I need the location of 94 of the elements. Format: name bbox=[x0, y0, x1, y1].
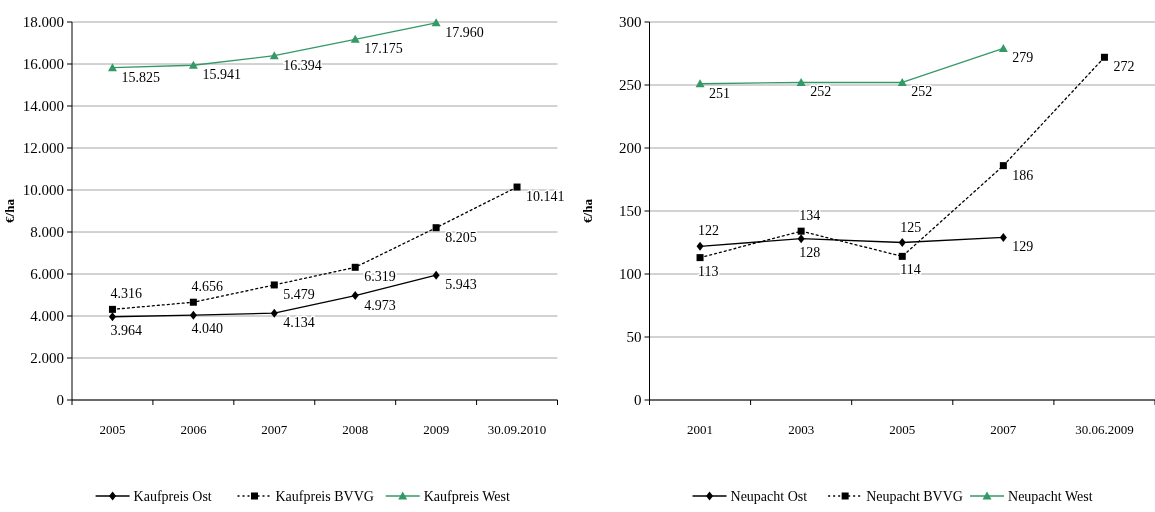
x-tick-label: 2007 bbox=[261, 422, 288, 437]
data-label: 5.479 bbox=[283, 286, 315, 302]
data-label: 122 bbox=[698, 223, 720, 239]
point bbox=[432, 224, 440, 232]
y-tick-label: 150 bbox=[619, 203, 642, 220]
point bbox=[898, 252, 906, 260]
data-label: 17.960 bbox=[445, 24, 484, 40]
point bbox=[270, 308, 278, 318]
point bbox=[189, 310, 197, 320]
data-label: 125 bbox=[900, 219, 922, 235]
point bbox=[189, 298, 197, 306]
data-label: 15.941 bbox=[202, 67, 241, 83]
point bbox=[796, 77, 806, 86]
data-label: 4.134 bbox=[283, 315, 315, 331]
data-label: 3.964 bbox=[110, 322, 142, 338]
y-tick-label: 6.000 bbox=[30, 266, 64, 283]
point bbox=[1100, 53, 1108, 61]
point bbox=[108, 312, 116, 322]
x-tick-label: 2007 bbox=[990, 422, 1017, 437]
y-tick-label: 200 bbox=[619, 140, 642, 157]
point bbox=[797, 227, 805, 235]
data-label: 6.319 bbox=[364, 269, 396, 285]
x-tick-label: 2005 bbox=[99, 422, 126, 437]
y-tick-label: 300 bbox=[619, 14, 642, 31]
data-label: 251 bbox=[709, 85, 731, 101]
y-axis-title: €/ha bbox=[2, 198, 17, 223]
x-tick-label: 2006 bbox=[180, 422, 207, 437]
y-tick-label: 0 bbox=[634, 392, 642, 409]
point bbox=[107, 63, 117, 72]
y-tick-label: 16.000 bbox=[22, 56, 64, 73]
y-tick-label: 18.000 bbox=[22, 14, 64, 31]
y-tick-label: 4.000 bbox=[30, 308, 64, 325]
legend-label: Neupacht West bbox=[1008, 488, 1093, 504]
point bbox=[696, 241, 704, 251]
data-label: 134 bbox=[799, 208, 821, 224]
data-label: 4.040 bbox=[191, 321, 223, 337]
x-tick-label: 2009 bbox=[423, 422, 450, 437]
legend-label: Neupacht Ost bbox=[730, 488, 808, 504]
point bbox=[797, 234, 805, 244]
legend-label: Neupacht BVVG bbox=[866, 488, 963, 504]
data-label: 129 bbox=[1012, 239, 1034, 255]
data-label: 17.175 bbox=[364, 41, 403, 57]
y-tick-label: 50 bbox=[626, 329, 642, 346]
point bbox=[431, 18, 441, 27]
point bbox=[696, 254, 704, 262]
y-tick-label: 100 bbox=[619, 266, 642, 283]
y-tick-label: 0 bbox=[56, 392, 64, 409]
point bbox=[897, 77, 907, 86]
data-label: 4.973 bbox=[364, 297, 396, 313]
y-axis-title: €/ha bbox=[579, 198, 595, 223]
data-label: 279 bbox=[1012, 50, 1034, 66]
point bbox=[108, 305, 116, 313]
point bbox=[432, 270, 440, 280]
y-tick-label: 8.000 bbox=[30, 224, 64, 241]
data-label: 252 bbox=[810, 84, 832, 100]
data-label: 16.394 bbox=[283, 57, 322, 73]
y-tick-label: 10.000 bbox=[22, 182, 64, 199]
point bbox=[998, 43, 1008, 52]
legend-label: Kaufpreis West bbox=[423, 488, 510, 504]
x-tick-label: 2008 bbox=[342, 422, 369, 437]
y-tick-label: 250 bbox=[619, 77, 642, 94]
data-label: 15.825 bbox=[121, 69, 160, 85]
point bbox=[999, 232, 1007, 242]
point bbox=[188, 60, 198, 69]
legend-label: Kaufpreis Ost bbox=[133, 488, 212, 504]
point bbox=[513, 183, 521, 191]
x-tick-label: 2005 bbox=[889, 422, 916, 437]
x-tick-label: 30.09.2010 bbox=[487, 422, 547, 437]
point bbox=[898, 238, 906, 247]
point bbox=[350, 34, 360, 43]
data-label: 8.205 bbox=[445, 229, 477, 245]
data-label: 4.656 bbox=[191, 279, 223, 295]
point bbox=[695, 79, 705, 88]
data-label: 4.316 bbox=[110, 286, 142, 302]
data-label: 128 bbox=[799, 244, 821, 260]
data-label: 10.141 bbox=[526, 189, 565, 205]
point bbox=[999, 162, 1007, 170]
y-tick-label: 12.000 bbox=[22, 140, 64, 157]
point bbox=[351, 291, 359, 301]
data-label: 186 bbox=[1012, 167, 1034, 183]
data-label: 252 bbox=[911, 84, 933, 100]
y-tick-label: 2.000 bbox=[30, 350, 64, 367]
data-label: 5.943 bbox=[445, 277, 477, 293]
legend-label: Kaufpreis BVVG bbox=[275, 488, 374, 504]
point bbox=[269, 51, 279, 60]
data-label: 113 bbox=[698, 263, 719, 279]
x-tick-label: 2001 bbox=[687, 422, 714, 437]
x-tick-label: 2003 bbox=[788, 422, 815, 437]
point bbox=[270, 281, 278, 289]
point bbox=[351, 263, 359, 271]
data-label: 114 bbox=[900, 262, 921, 278]
x-tick-label: 30.06.2009 bbox=[1075, 422, 1134, 437]
y-tick-label: 14.000 bbox=[22, 98, 64, 115]
data-label: 272 bbox=[1113, 59, 1135, 75]
